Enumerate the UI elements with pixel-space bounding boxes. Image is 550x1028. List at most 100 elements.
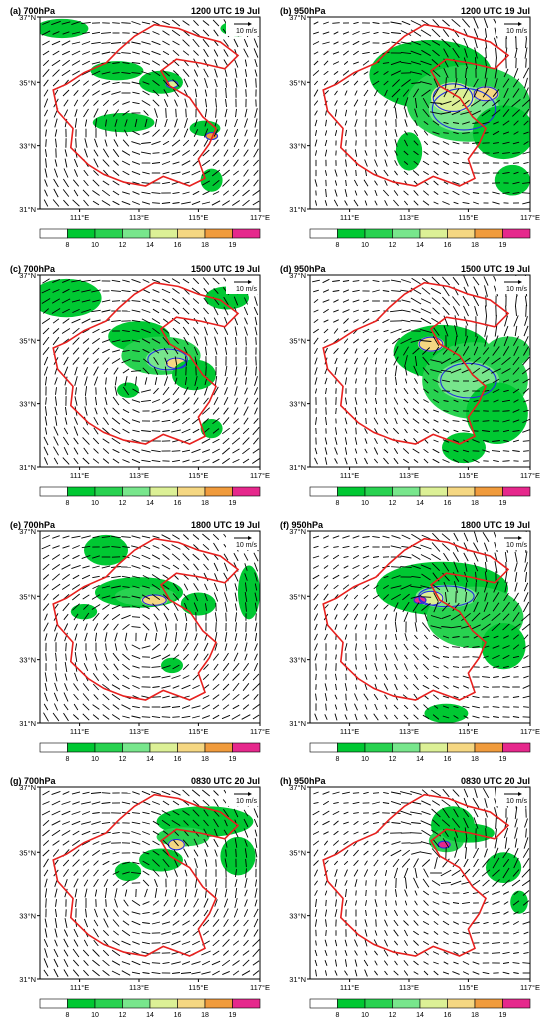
wind-vectors bbox=[41, 532, 260, 722]
colorbar-label: 16 bbox=[444, 500, 452, 507]
lon-tick-label: 117°E bbox=[520, 213, 540, 222]
panel-time: 1800 UTC 19 Jul bbox=[461, 520, 530, 530]
province-boundary bbox=[52, 537, 240, 701]
colorbar: 8 10 12 14 16 18 19 bbox=[309, 486, 531, 507]
lat-tick-label: 37°N bbox=[19, 271, 36, 280]
colorbar-segment bbox=[337, 228, 366, 239]
panel-frame bbox=[309, 274, 531, 468]
lat-tick-label: 35°N bbox=[289, 848, 306, 857]
colorbar-label: 16 bbox=[174, 756, 182, 763]
panel-frame bbox=[309, 786, 531, 980]
colorbar-segment bbox=[502, 486, 531, 497]
colorbar-segment bbox=[447, 486, 476, 497]
colorbar-label: 12 bbox=[389, 756, 397, 763]
panel-map bbox=[41, 789, 260, 978]
colorbar-segment bbox=[122, 228, 151, 239]
lat-tick-label: 33°N bbox=[289, 400, 306, 409]
panel-time: 1800 UTC 19 Jul bbox=[191, 520, 260, 530]
colorbar-segment bbox=[502, 998, 531, 1009]
speed-shading bbox=[494, 164, 530, 196]
lat-tick-label: 35°N bbox=[289, 336, 306, 345]
colorbar-segment bbox=[177, 742, 206, 753]
colorbar-segment bbox=[474, 998, 503, 1009]
colorbar-label: 19 bbox=[499, 756, 507, 763]
colorbar-label: 12 bbox=[119, 242, 127, 249]
colorbar-label: 18 bbox=[201, 756, 209, 763]
colorbar-label: 12 bbox=[119, 756, 127, 763]
reference-vector-label: 10 m/s bbox=[506, 286, 528, 293]
colorbar-label: 10 bbox=[91, 1012, 99, 1019]
wind-vectors bbox=[312, 787, 530, 977]
colorbar-segment bbox=[177, 486, 206, 497]
lat-tick-label: 33°N bbox=[289, 142, 306, 151]
panel-b: (b) 950hPa 1200 UTC 19 Jul 10 m/s 37°N 35°N 3… bbox=[280, 6, 540, 249]
colorbar-label: 14 bbox=[416, 242, 424, 249]
speed-contour bbox=[431, 87, 497, 131]
colorbar-segment bbox=[364, 486, 393, 497]
colorbar-label: 18 bbox=[471, 242, 479, 249]
lat-tick-label: 37°N bbox=[19, 527, 36, 536]
lon-tick-label: 113°E bbox=[399, 727, 419, 736]
lat-tick-label: 37°N bbox=[19, 783, 36, 792]
colorbar-label: 12 bbox=[389, 500, 397, 507]
colorbar-segment bbox=[309, 486, 338, 497]
reference-vector-label: 10 m/s bbox=[506, 798, 528, 805]
colorbar-label: 19 bbox=[499, 1012, 507, 1019]
colorbar-label: 8 bbox=[66, 242, 70, 249]
colorbar-segment bbox=[177, 228, 206, 239]
colorbar-label: 18 bbox=[201, 500, 209, 507]
colorbar: 8 10 12 14 16 18 19 bbox=[309, 998, 531, 1019]
colorbar-label: 18 bbox=[471, 756, 479, 763]
lon-tick-label: 111°E bbox=[70, 727, 89, 736]
lat-tick-label: 37°N bbox=[19, 13, 36, 22]
speed-shading bbox=[92, 113, 155, 133]
lon-tick-label: 113°E bbox=[129, 471, 149, 480]
colorbar-label: 8 bbox=[66, 756, 70, 763]
lon-tick-label: 115°E bbox=[188, 983, 208, 992]
panel-frame bbox=[39, 274, 261, 468]
colorbar-label: 8 bbox=[66, 1012, 70, 1019]
colorbar-segment bbox=[39, 228, 68, 239]
colorbar-label: 10 bbox=[361, 1012, 369, 1019]
lon-tick-label: 113°E bbox=[399, 471, 419, 480]
colorbar-segment bbox=[122, 486, 151, 497]
province-boundary bbox=[322, 537, 510, 701]
lat-tick-label: 31°N bbox=[19, 975, 36, 984]
colorbar-segment bbox=[419, 998, 448, 1009]
speed-shading bbox=[90, 61, 144, 81]
panel-label: (b) 950hPa bbox=[280, 6, 327, 16]
colorbar-label: 19 bbox=[499, 500, 507, 507]
reference-vector-label: 10 m/s bbox=[236, 286, 258, 293]
colorbar-label: 14 bbox=[146, 500, 154, 507]
lon-tick-label: 115°E bbox=[458, 213, 478, 222]
colorbar-segment bbox=[474, 742, 503, 753]
colorbar-label: 10 bbox=[91, 500, 99, 507]
colorbar-label: 16 bbox=[174, 1012, 182, 1019]
colorbar-segment bbox=[364, 742, 393, 753]
colorbar-segment bbox=[204, 742, 233, 753]
panel-time: 0830 UTC 20 Jul bbox=[191, 776, 260, 786]
panel-label: (h) 950hPa bbox=[280, 776, 327, 786]
colorbar-segment bbox=[204, 998, 233, 1009]
colorbar-label: 10 bbox=[361, 756, 369, 763]
colorbar: 8 10 12 14 16 18 19 bbox=[39, 486, 261, 507]
colorbar-segment bbox=[447, 998, 476, 1009]
colorbar-label: 16 bbox=[444, 1012, 452, 1019]
colorbar-label: 19 bbox=[229, 756, 237, 763]
lon-tick-label: 113°E bbox=[129, 213, 149, 222]
wind-vectors bbox=[312, 275, 530, 465]
colorbar-segment bbox=[232, 228, 261, 239]
reference-vector: 10 m/s bbox=[226, 532, 259, 550]
lat-tick-label: 35°N bbox=[289, 78, 306, 87]
panel-map bbox=[312, 17, 530, 207]
colorbar-segment bbox=[204, 486, 233, 497]
colorbar-segment bbox=[94, 998, 123, 1009]
province-boundary bbox=[52, 793, 240, 957]
panel-time: 0830 UTC 20 Jul bbox=[461, 776, 530, 786]
colorbar-segment bbox=[502, 228, 531, 239]
panel-time: 1200 UTC 19 Jul bbox=[461, 6, 530, 16]
colorbar-label: 8 bbox=[66, 500, 70, 507]
lat-tick-label: 35°N bbox=[289, 592, 306, 601]
colorbar-segment bbox=[67, 742, 96, 753]
